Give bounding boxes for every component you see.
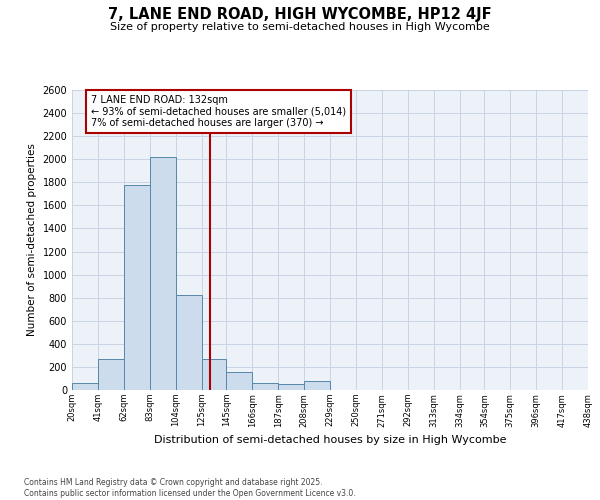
Bar (202, 359, 226, 390)
Text: Size of property relative to semi-detached houses in High Wycombe: Size of property relative to semi-detach… (110, 22, 490, 32)
Bar (278, 384, 304, 390)
Text: 7 LANE END ROAD: 132sqm
← 93% of semi-detached houses are smaller (5,014)
7% of : 7 LANE END ROAD: 132sqm ← 93% of semi-de… (91, 94, 346, 128)
Bar (304, 381, 330, 390)
Text: 7, LANE END ROAD, HIGH WYCOMBE, HP12 4JF: 7, LANE END ROAD, HIGH WYCOMBE, HP12 4JF (108, 8, 492, 22)
Bar (98, 359, 124, 390)
Text: Contains HM Land Registry data © Crown copyright and database right 2025.
Contai: Contains HM Land Registry data © Crown c… (24, 478, 356, 498)
Bar (176, 296, 202, 390)
Bar (72, 383, 98, 390)
Y-axis label: Number of semi-detached properties: Number of semi-detached properties (27, 144, 37, 336)
Bar (226, 372, 252, 390)
Text: Distribution of semi-detached houses by size in High Wycombe: Distribution of semi-detached houses by … (154, 435, 506, 445)
Bar (124, 184, 150, 390)
Bar (252, 383, 278, 390)
Bar (150, 157, 176, 390)
